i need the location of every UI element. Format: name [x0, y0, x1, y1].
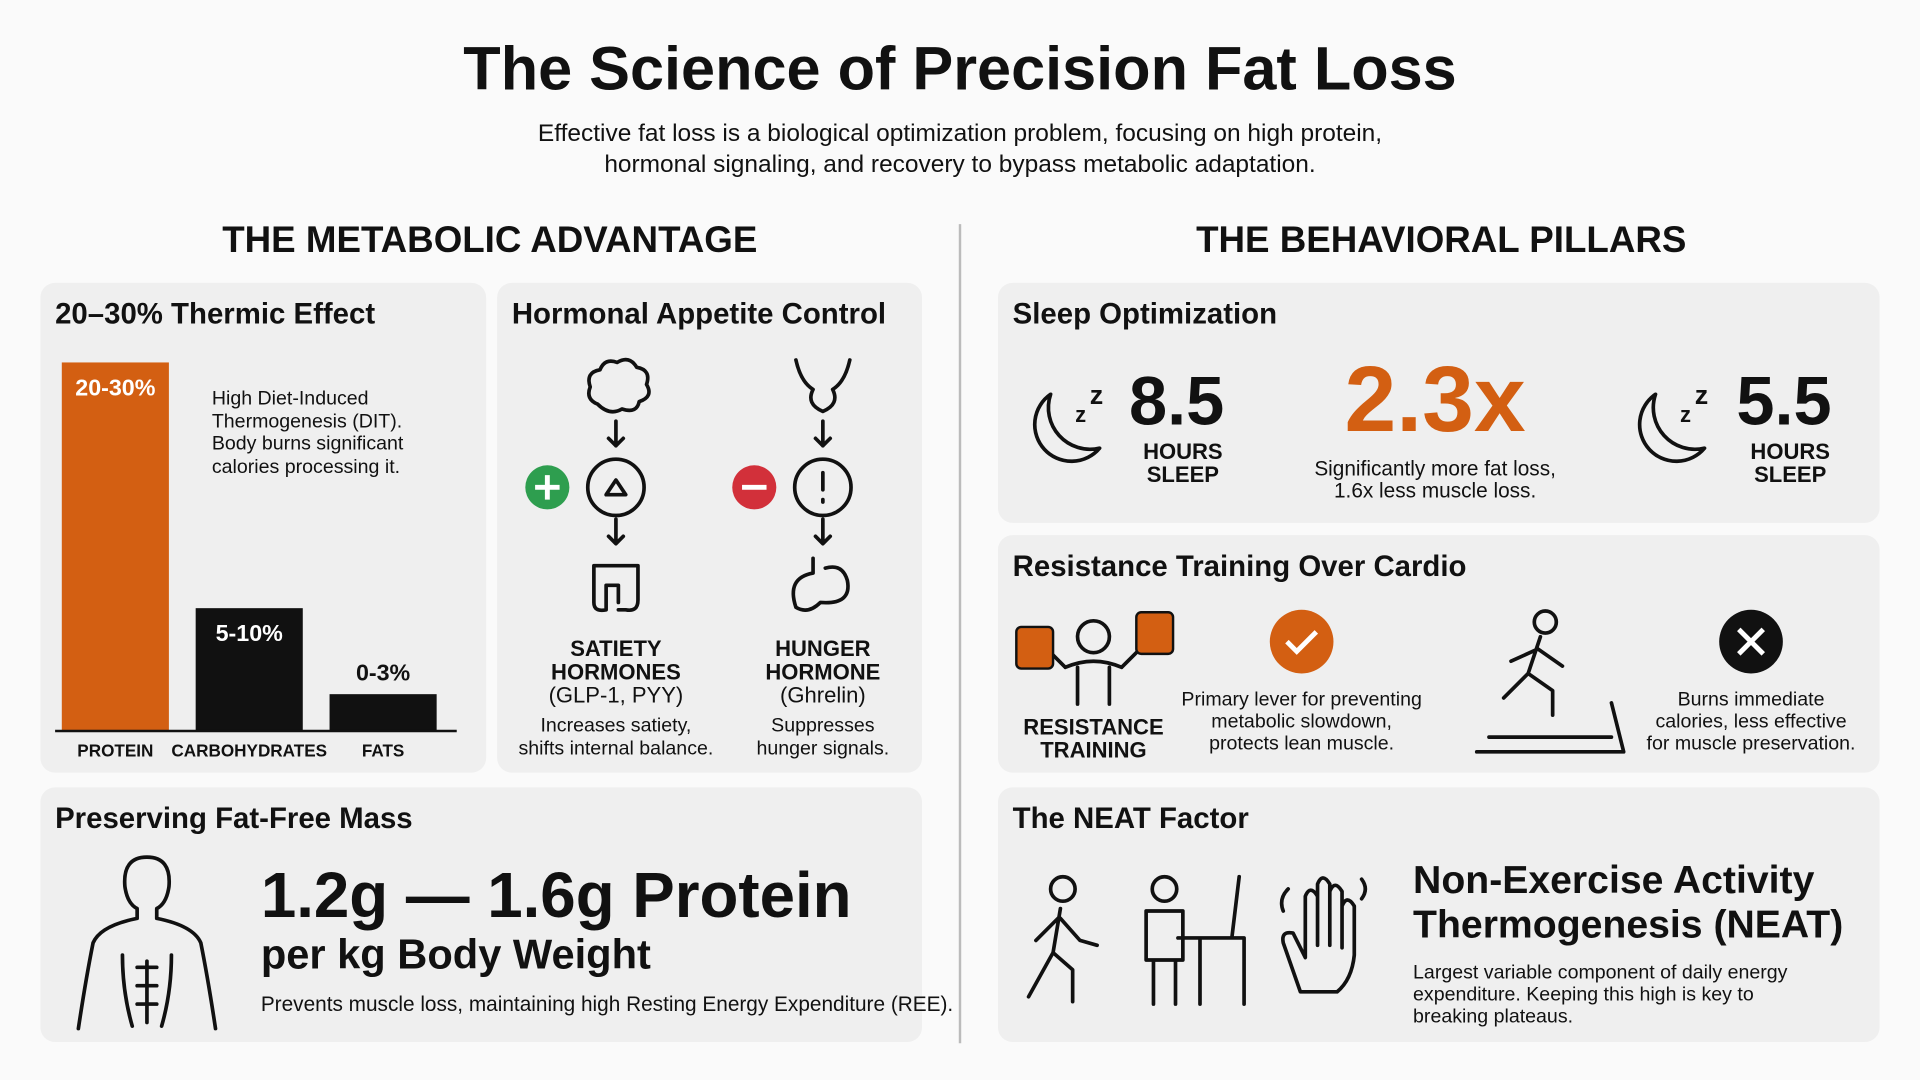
neat-caption: Largest variable component of daily ener… [1413, 962, 1788, 984]
x-tick-label: CARBOHYDRATES [171, 740, 327, 760]
value-label: 0-3% [356, 660, 411, 686]
hand-icon [1279, 876, 1368, 994]
hormone-label: HUNGER [775, 636, 871, 661]
plus-sign [535, 475, 560, 500]
neat-heading: Non-Exercise Activity [1413, 859, 1815, 902]
body-icon [76, 855, 218, 1031]
brain-icon [586, 357, 651, 414]
walker-icon [1026, 874, 1099, 1004]
satiety-icons [525, 357, 651, 613]
hormone-label: SATIETY [570, 636, 662, 661]
card [40, 787, 923, 1043]
hormone-caption: hunger signals. [756, 738, 889, 760]
card [997, 282, 1880, 523]
intestine-icon [592, 563, 640, 613]
sleep-ratio: 2.3x [1345, 347, 1526, 451]
zz-icon: z [1680, 402, 1691, 427]
hormone-label: HORMONE [765, 659, 880, 684]
hormone-label: HORMONES [551, 659, 681, 684]
training-label: TRAINING [1040, 738, 1146, 763]
bar [195, 608, 303, 732]
arrow [813, 419, 833, 448]
neat-caption: breaking plateaus. [1413, 1006, 1573, 1028]
hunger-icons [732, 358, 853, 612]
sleep-value: 8.5 [1129, 363, 1224, 440]
hormone-caption: shifts internal balance. [519, 738, 714, 760]
x-tick-label: FATS [362, 740, 405, 760]
card [997, 535, 1880, 773]
hormone-icon [585, 457, 646, 518]
lifter-icon [1015, 611, 1175, 706]
protein-headline: 1.2g — 1.6g Protein [261, 860, 852, 931]
bar [61, 362, 169, 732]
network-icon [604, 478, 628, 497]
annotation: Thermogenesis (DIT). [212, 411, 402, 433]
hormone-icon [792, 457, 853, 518]
hormone-label: (Ghrelin) [780, 683, 866, 708]
hormone-caption: Increases satiety, [540, 714, 691, 736]
card-title: Resistance Training Over Cardio [1013, 550, 1467, 583]
card [997, 787, 1880, 1043]
section-heading: THE METABOLIC ADVANTAGE [222, 219, 757, 260]
sleep-value: 5.5 [1736, 363, 1831, 440]
con-caption: Burns immediate [1678, 689, 1825, 711]
stomach-icon [791, 556, 850, 612]
sleep-unit: HOURS [1750, 439, 1830, 464]
annotation: Body burns significant [212, 433, 404, 455]
annotation: calories processing it. [212, 456, 400, 478]
subtitle: hormonal signaling, and recovery to bypa… [604, 151, 1315, 178]
moon-icon [1637, 392, 1707, 464]
arrow [606, 419, 626, 448]
check-icon [1269, 609, 1334, 674]
sleep-unit: HOURS [1143, 439, 1223, 464]
zz-icon: z [1695, 380, 1708, 410]
pro-caption: Primary lever for preventing [1181, 689, 1421, 711]
pro-caption: metabolic slowdown, [1211, 711, 1392, 733]
moon-icon [1032, 392, 1102, 464]
hormone-caption: Suppresses [771, 714, 875, 736]
card-title: Hormonal Appetite Control [512, 298, 886, 331]
protein-subheadline: per kg Body Weight [261, 931, 651, 978]
card-title: Sleep Optimization [1013, 298, 1277, 331]
value-label: 20-30% [75, 375, 155, 401]
con-caption: for muscle preservation. [1647, 733, 1856, 755]
sleep-unit: SLEEP [1147, 462, 1219, 487]
arrow [606, 517, 626, 546]
pro-caption: protects lean muscle. [1209, 733, 1394, 755]
title: The Science of Precision Fat Loss [463, 35, 1456, 103]
x-tick-label: PROTEIN [77, 740, 153, 760]
protein-caption: Prevents muscle loss, maintaining high R… [261, 993, 953, 1016]
section-heading: THE BEHAVIORAL PILLARS [1196, 219, 1686, 260]
subtitle: Effective fat loss is a biological optim… [538, 120, 1382, 147]
value-label: 5-10% [216, 620, 284, 646]
check-mark [1285, 630, 1319, 655]
sleep-unit: SLEEP [1754, 462, 1826, 487]
zz-icon: z [1075, 402, 1086, 427]
hormone-label: (GLP-1, PYY) [549, 683, 684, 708]
annotation: High Diet-Induced [212, 387, 369, 409]
cross-mark [1737, 627, 1765, 656]
bar [329, 694, 437, 732]
bar-chart: 20-30% PROTEIN 5-10% CARBOHYDRATES 0-3% FATS [55, 362, 457, 760]
neat-heading: Thermogenesis (NEAT) [1413, 903, 1843, 946]
stomach-top-icon [794, 358, 852, 414]
card-title: Preserving Fat-Free Mass [55, 802, 413, 835]
arrow [813, 517, 833, 546]
con-caption: calories, less effective [1655, 711, 1846, 733]
desk-worker-icon [1144, 874, 1246, 1006]
treadmill-icon [1474, 609, 1626, 754]
card-title: The NEAT Factor [1013, 802, 1249, 835]
zz-icon: z [1090, 380, 1103, 410]
ratio-caption: Significantly more fat loss, [1314, 458, 1556, 481]
training-label: RESISTANCE [1023, 714, 1163, 739]
neat-caption: expenditure. Keeping this high is key to [1413, 984, 1754, 1006]
card-title: 20–30% Thermic Effect [55, 298, 375, 331]
ratio-caption: 1.6x less muscle loss. [1334, 480, 1536, 503]
